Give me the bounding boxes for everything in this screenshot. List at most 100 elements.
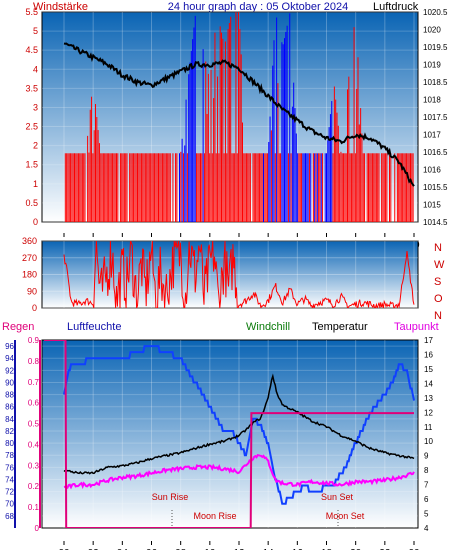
temperature-tick: 7 bbox=[424, 481, 429, 490]
pressure-tick: 1019.5 bbox=[423, 43, 448, 52]
x-tick-label: 14 bbox=[263, 548, 275, 550]
temperature-tick: 15 bbox=[424, 365, 433, 374]
humidity-temperature-panel bbox=[41, 339, 419, 529]
x-tick-label: 16 bbox=[292, 548, 304, 550]
wind-speed-tick: 3.5 bbox=[25, 83, 38, 93]
direction-tick: 90 bbox=[27, 286, 37, 296]
pressure-tick: 1020.5 bbox=[423, 8, 448, 17]
wind-speed-tick: 1.5 bbox=[25, 160, 38, 170]
humidity-tick: 68 bbox=[5, 512, 14, 521]
compass-label: N bbox=[434, 242, 442, 254]
rain-tick: 0.4 bbox=[28, 440, 40, 449]
pressure-tick: 1016.5 bbox=[423, 148, 448, 157]
pressure-tick: 1015 bbox=[423, 201, 441, 210]
windchill-label: Windchill bbox=[246, 321, 290, 333]
pressure-tick: 1019 bbox=[423, 61, 441, 70]
humidity-tick: 84 bbox=[5, 415, 14, 424]
wind-speed-tick: 0 bbox=[33, 217, 38, 227]
temperature-tick: 11 bbox=[424, 423, 433, 432]
temperature-tick: 10 bbox=[424, 437, 433, 446]
x-tick-label: 00 bbox=[408, 548, 420, 550]
rain-tick: 0.6 bbox=[28, 399, 40, 408]
rain-tick: 0.9 bbox=[28, 336, 40, 345]
rain-tick: 0.5 bbox=[28, 420, 40, 429]
temperature-tick: 14 bbox=[424, 379, 433, 388]
x-tick-label: 22 bbox=[379, 548, 391, 550]
rain-line bbox=[44, 340, 414, 528]
rain-tick: 0.1 bbox=[28, 503, 40, 512]
compass-label: W bbox=[434, 259, 445, 271]
temperatur-label: Temperatur bbox=[312, 321, 368, 333]
direction-tick: 360 bbox=[22, 236, 37, 246]
x-tick-label: 18 bbox=[321, 548, 333, 550]
humidity-line bbox=[63, 345, 415, 505]
compass-label: S bbox=[434, 276, 441, 288]
x-tick-label: 08 bbox=[175, 548, 187, 550]
humidity-tick: 88 bbox=[5, 391, 14, 400]
humidity-tick: 80 bbox=[5, 439, 14, 448]
windstaerke-label: Windstärke bbox=[33, 1, 88, 13]
rain-tick: 0.3 bbox=[28, 461, 40, 470]
pressure-tick: 1020 bbox=[423, 26, 441, 35]
temperature-tick: 16 bbox=[424, 350, 433, 359]
humidity-tick: 76 bbox=[5, 463, 14, 472]
pressure-tick: 1018 bbox=[423, 96, 441, 105]
wind-speed-tick: 0.5 bbox=[25, 198, 38, 208]
wind-speed-tick: 4 bbox=[33, 64, 38, 74]
pressure-tick: 1018.5 bbox=[423, 78, 448, 87]
temperature-tick: 5 bbox=[424, 510, 429, 519]
temperature-tick: 4 bbox=[424, 524, 429, 533]
temperature-tick: 13 bbox=[424, 394, 433, 403]
direction-tick: 0 bbox=[32, 303, 37, 313]
pressure-tick: 1014.5 bbox=[423, 218, 448, 227]
wind-speed-tick: 5.5 bbox=[25, 7, 38, 17]
astro-annotation: Moon Set bbox=[326, 511, 365, 521]
x-tick-label: 06 bbox=[146, 548, 158, 550]
taupunkt-label: Taupunkt bbox=[394, 321, 439, 333]
humidity-tick: 72 bbox=[5, 488, 14, 497]
temperature-tick: 6 bbox=[424, 495, 429, 504]
x-tick-label: 12 bbox=[233, 548, 245, 550]
astro-annotation: Sun Set bbox=[321, 492, 354, 502]
wind-speed-tick: 2.5 bbox=[25, 122, 38, 132]
wind-speed-tick: 5 bbox=[33, 26, 38, 36]
luftdruck-label: Luftdruck bbox=[373, 1, 419, 13]
humidity-tick: 82 bbox=[5, 427, 14, 436]
dewpoint-line bbox=[63, 453, 415, 490]
pressure-tick: 1017 bbox=[423, 131, 441, 140]
chart-title: 24 hour graph day : 05 Oktober 2024 bbox=[168, 1, 348, 13]
x-tick-label: 10 bbox=[204, 548, 216, 550]
wind-direction-panel bbox=[41, 240, 419, 309]
direction-tick: 270 bbox=[22, 253, 37, 263]
humidity-tick: 86 bbox=[5, 403, 14, 412]
pressure-tick: 1017.5 bbox=[423, 113, 448, 122]
humidity-tick: 96 bbox=[5, 342, 14, 351]
temperature-tick: 17 bbox=[424, 336, 433, 345]
temperature-tick: 12 bbox=[424, 408, 433, 417]
temperature-line bbox=[63, 373, 415, 475]
humidity-tick: 70 bbox=[5, 500, 14, 509]
pressure-tick: 1016 bbox=[423, 166, 441, 175]
wind-speed-tick: 1 bbox=[33, 179, 38, 189]
pressure-line bbox=[63, 42, 415, 187]
wind-speed-tick: 4.5 bbox=[25, 45, 38, 55]
astro-annotation: Moon Rise bbox=[193, 511, 236, 521]
rain-tick: 0.2 bbox=[28, 482, 40, 491]
compass-label: N bbox=[434, 310, 442, 322]
humidity-tick: 74 bbox=[5, 475, 14, 484]
regen-label: Regen bbox=[2, 321, 34, 333]
astro-annotation: Sun Rise bbox=[152, 492, 189, 502]
wind-speed-tick: 2 bbox=[33, 141, 38, 151]
humidity-tick: 78 bbox=[5, 451, 14, 460]
rain-tick: 0.7 bbox=[28, 378, 40, 387]
x-tick-label: 20 bbox=[350, 548, 362, 550]
x-tick-label: 04 bbox=[117, 548, 129, 550]
temperature-tick: 9 bbox=[424, 452, 429, 461]
humidity-tick: 90 bbox=[5, 378, 14, 387]
wind-speed-tick: 3 bbox=[33, 102, 38, 112]
rain-tick: 0.8 bbox=[28, 357, 40, 366]
pressure-tick: 1015.5 bbox=[423, 183, 448, 192]
temperature-tick: 8 bbox=[424, 466, 429, 475]
compass-label: O bbox=[434, 293, 443, 305]
